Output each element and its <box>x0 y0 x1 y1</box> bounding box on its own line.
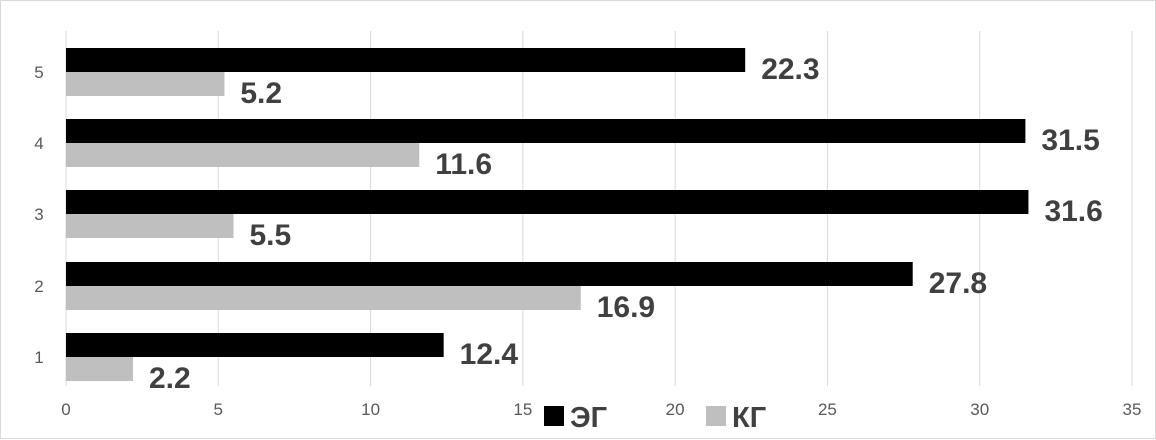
data-label: 31.6 <box>1044 195 1102 228</box>
legend-swatch <box>706 406 726 426</box>
bar <box>66 333 444 357</box>
bar <box>66 48 746 72</box>
data-label: 22.3 <box>761 53 819 86</box>
bars <box>66 48 1029 381</box>
legend: ЭГ КГ <box>544 402 766 434</box>
legend-label: КГ <box>732 402 766 434</box>
legend-label: ЭГ <box>570 402 607 434</box>
data-label: 27.8 <box>929 267 987 300</box>
bar <box>66 119 1026 143</box>
x-tick-label: 30 <box>970 400 989 419</box>
y-tick-label: 1 <box>34 348 43 367</box>
data-label: 31.5 <box>1041 124 1099 157</box>
data-label: 5.2 <box>240 77 282 110</box>
bar <box>66 190 1029 214</box>
bar <box>66 357 134 381</box>
data-label: 5.5 <box>250 219 292 252</box>
data-label: 12.4 <box>460 338 519 371</box>
legend-swatch <box>544 406 564 426</box>
y-tick-label: 4 <box>34 134 43 153</box>
bar <box>66 72 225 96</box>
bar <box>66 214 234 238</box>
y-tick-label: 5 <box>34 63 43 82</box>
x-tick-label: 20 <box>666 400 685 419</box>
y-axis-ticks: 1 2 3 4 5 <box>34 63 43 367</box>
y-tick-label: 3 <box>34 205 43 224</box>
data-label: 11.6 <box>435 148 492 181</box>
bar <box>66 286 581 310</box>
data-label: 2.2 <box>149 362 191 395</box>
x-tick-label: 15 <box>513 400 532 419</box>
bar <box>66 143 420 167</box>
x-axis-ticks: 0 5 10 15 20 25 30 35 <box>61 400 1141 419</box>
x-tick-label: 35 <box>1123 400 1142 419</box>
data-labels: 12.4 2.2 27.8 16.9 31.6 5.5 31.5 11.6 22.3 5.2 <box>149 53 1103 395</box>
bar <box>66 262 913 286</box>
y-tick-label: 2 <box>34 277 43 296</box>
x-tick-label: 5 <box>214 400 223 419</box>
data-label: 16.9 <box>597 291 655 324</box>
x-tick-label: 25 <box>818 400 837 419</box>
x-tick-label: 0 <box>61 400 70 419</box>
x-tick-label: 10 <box>361 400 380 419</box>
